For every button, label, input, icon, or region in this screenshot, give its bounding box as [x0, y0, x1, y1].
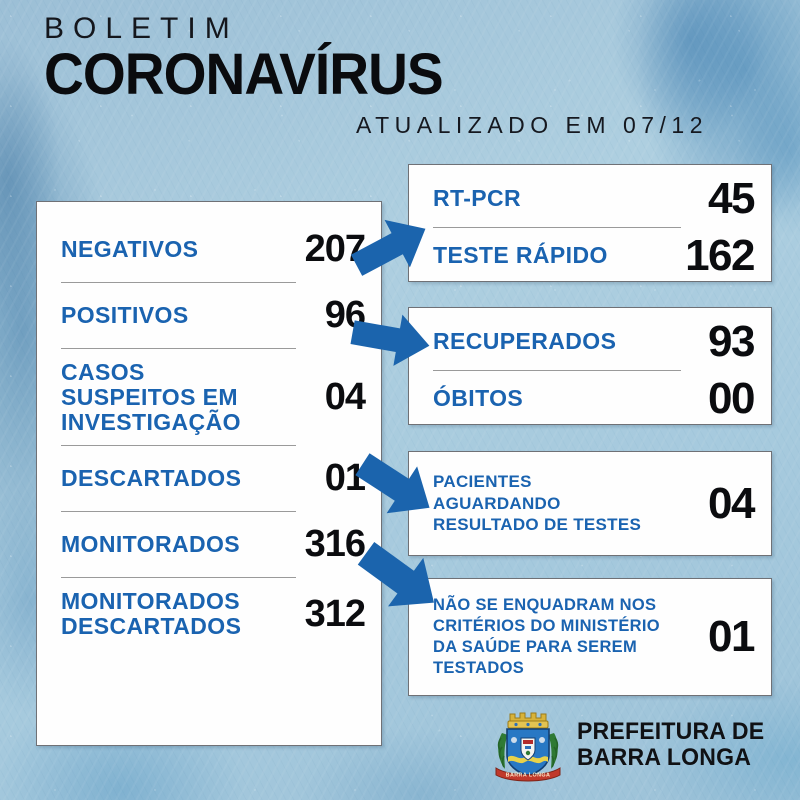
arrow-right-icon [350, 310, 430, 368]
row-value: 00 [708, 374, 755, 423]
table-row: POSITIVOS 96 [61, 294, 366, 337]
table-row: MONITORADOS 316 [61, 523, 366, 566]
table-row: NEGATIVOS 207 [61, 228, 366, 271]
page-title: CORONAVÍRUS [44, 42, 444, 107]
row-value: 04 [708, 478, 755, 528]
crest-ribbon-text: BARRA LONGA [506, 773, 551, 779]
row-value: 04 [324, 375, 366, 418]
not-meeting-criteria-panel: NÃO SE ENQUADRAM NOS CRITÉRIOS DO MINIST… [408, 578, 772, 696]
row-label: PACIENTES AGUARDANDO RESULTADO DE TESTES [433, 471, 642, 535]
row-divider [61, 577, 296, 579]
row-divider [61, 511, 296, 513]
row-value: 316 [304, 523, 366, 566]
row-label: ÓBITOS [433, 385, 524, 412]
arrow-down-right-icon [355, 453, 436, 517]
arrow-down-right-icon [357, 541, 442, 611]
row-label: DESCARTADOS [61, 465, 242, 492]
row-divider [61, 445, 296, 447]
table-row: TESTE RÁPIDO 162 [433, 231, 756, 281]
header-updated: ATUALIZADO EM 07/12 [355, 111, 708, 138]
table-row: CASOS SUSPEITOS EM INVESTIGAÇÃO 04 [61, 359, 366, 435]
row-divider [433, 370, 681, 371]
arrow-up-right-icon [350, 216, 430, 278]
row-value: 162 [685, 231, 755, 280]
row-value: 45 [708, 174, 755, 223]
row-divider [433, 227, 681, 228]
row-label: NÃO SE ENQUADRAM NOS CRITÉRIOS DO MINIST… [433, 595, 660, 678]
row-label: MONITORADOS DESCARTADOS [61, 588, 242, 640]
municipality-name: PREFEITURA DE BARRA LONGA [577, 719, 764, 771]
table-row: RT-PCR 45 [433, 174, 756, 224]
row-label: TESTE RÁPIDO [433, 242, 608, 269]
row-label: NEGATIVOS [61, 235, 199, 262]
row-value: 01 [324, 457, 366, 500]
summary-panel: NEGATIVOS 207 POSITIVOS 96 CASOS SUSPEIT… [36, 201, 382, 746]
row-value: 93 [708, 317, 755, 366]
row-value: 01 [708, 612, 755, 661]
row-label: MONITORADOS [61, 531, 241, 558]
row-label: RECUPERADOS [433, 328, 617, 355]
table-row: ÓBITOS 00 [433, 374, 756, 424]
table-row: DESCARTADOS 01 [61, 457, 366, 500]
table-row: RECUPERADOS 93 [433, 317, 756, 367]
row-label: RT-PCR [433, 185, 522, 212]
header-kicker: BOLETIM [44, 12, 239, 45]
row-divider [61, 348, 296, 349]
footer: BARRA LONGA PREFEITURA DE BARRA LONGA [492, 705, 772, 785]
row-value: 312 [304, 592, 366, 635]
outcomes-panel: RECUPERADOS 93 ÓBITOS 00 [408, 307, 772, 425]
coat-of-arms-icon: BARRA LONGA [495, 712, 561, 782]
table-row: MONITORADOS DESCARTADOS 312 [61, 588, 366, 640]
row-label: POSITIVOS [61, 301, 189, 328]
awaiting-results-panel: PACIENTES AGUARDANDO RESULTADO DE TESTES… [408, 451, 772, 556]
row-divider [61, 282, 296, 283]
row-label: CASOS SUSPEITOS EM INVESTIGAÇÃO [61, 359, 241, 435]
table-row: PACIENTES AGUARDANDO RESULTADO DE TESTES… [433, 461, 756, 546]
poster-header: BOLETIM CORONAVÍRUS ATUALIZADO EM 07/12 [44, 14, 744, 139]
municipality-name-line2: BARRA LONGA [577, 744, 752, 771]
municipality-name-line1: PREFEITURA DE [577, 718, 765, 746]
table-row: NÃO SE ENQUADRAM NOS CRITÉRIOS DO MINIST… [433, 588, 756, 686]
tests-breakdown-panel: RT-PCR 45 TESTE RÁPIDO 162 [408, 164, 772, 282]
